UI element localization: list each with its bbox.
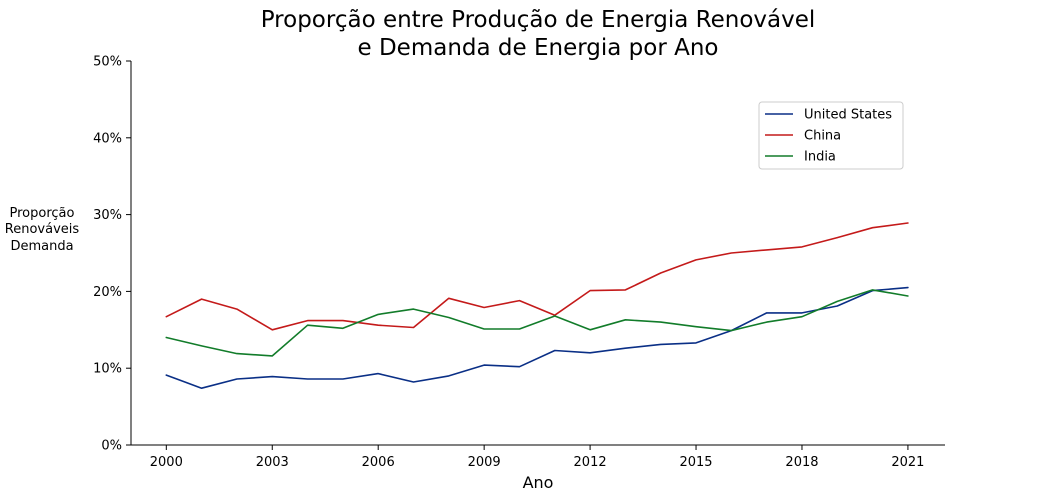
x-axis-ticks: 2000 2003 2006 2009 2012 2015 2018 2021 (150, 445, 924, 470)
legend-label-india: India (804, 150, 836, 165)
y-axis-ticks: 0% 10% 20% 30% 40% 50% (93, 55, 131, 454)
axes (130, 61, 945, 446)
series-line-india (165, 289, 909, 357)
y-tick-label: 20% (93, 285, 122, 300)
y-axis-label-line-3: Demanda (10, 239, 73, 254)
x-tick-label: 2018 (785, 455, 818, 470)
y-axis-label-line-2: Renováveis (5, 222, 80, 237)
y-axis-label: Proporção Renováveis Demanda (5, 206, 80, 254)
legend-label-united-states: United States (804, 108, 892, 123)
y-tick-label: 0% (101, 439, 122, 454)
y-tick-label: 40% (93, 131, 122, 146)
x-tick-label: 2003 (256, 455, 289, 470)
y-axis-label-line-1: Proporção (10, 206, 75, 221)
x-tick-label: 2015 (679, 455, 712, 470)
y-tick-label: 10% (93, 362, 122, 377)
series-lines (165, 222, 909, 390)
y-tick-label: 30% (93, 208, 122, 223)
x-tick-label: 2000 (150, 455, 183, 470)
x-tick-label: 2009 (468, 455, 501, 470)
chart-title: Proporção entre Produção de Energia Reno… (261, 7, 816, 61)
x-tick-label: 2006 (362, 455, 395, 470)
chart-title-line-1: Proporção entre Produção de Energia Reno… (261, 7, 816, 33)
x-tick-label: 2012 (574, 455, 607, 470)
x-axis-label: Ano (523, 473, 554, 492)
y-tick-label: 50% (93, 55, 122, 70)
legend: United States China India (758, 101, 904, 170)
legend-box (758, 101, 904, 170)
x-tick-label: 2021 (891, 455, 924, 470)
chart-title-line-2: e Demanda de Energia por Ano (358, 35, 719, 61)
series-line-china (165, 222, 909, 331)
legend-label-china: China (804, 129, 841, 144)
series-line-united-states (165, 286, 909, 390)
